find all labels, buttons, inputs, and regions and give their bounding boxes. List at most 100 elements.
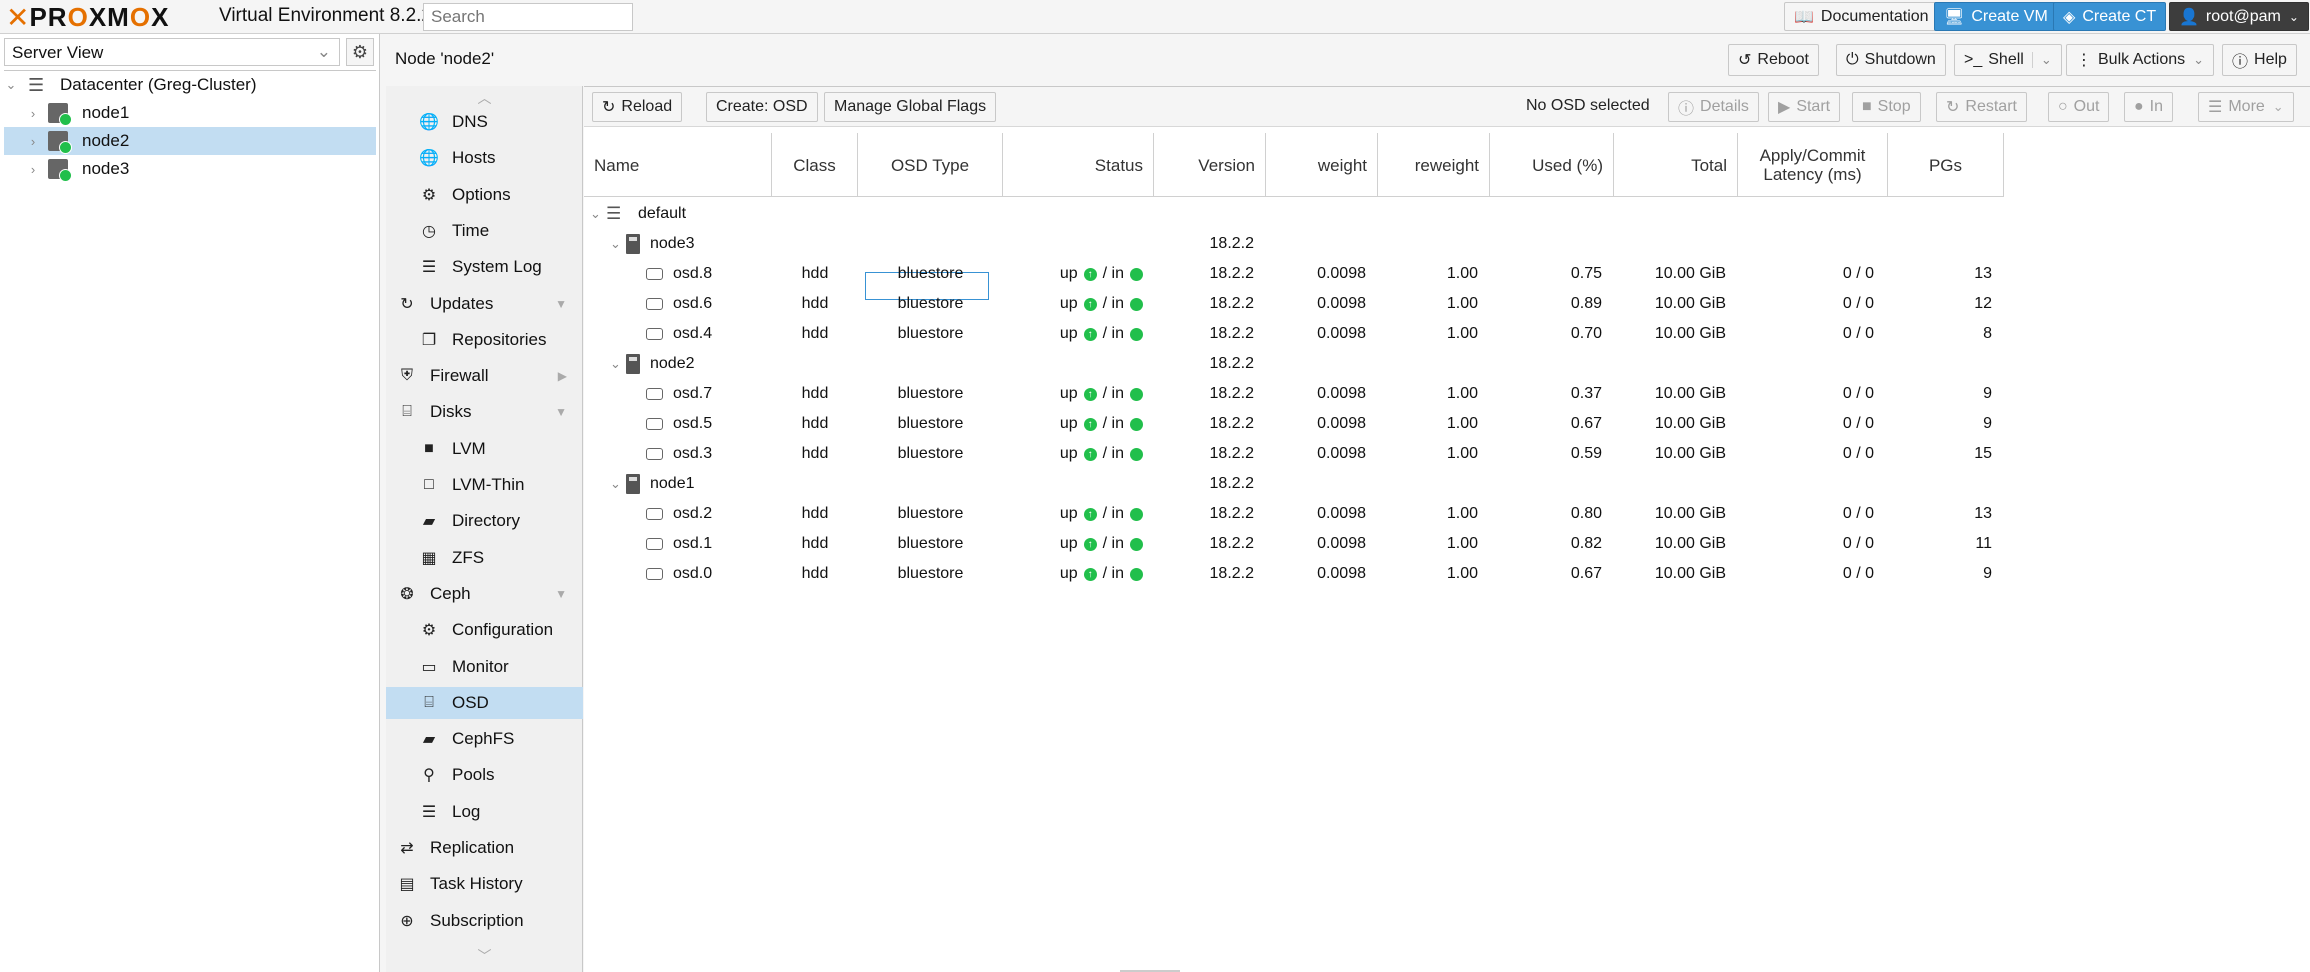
nav-item-monitor[interactable]: ▭ Monitor bbox=[386, 651, 583, 683]
osd-row[interactable]: osd.4 hdd bluestore up ↑ / in 18.2.2 0.0098 1.00… bbox=[584, 319, 2004, 349]
create-osd-button[interactable]: Create: OSD bbox=[706, 92, 818, 122]
out-button[interactable]: ○ Out bbox=[2048, 92, 2110, 122]
nav-item-system-log[interactable]: ☰ System Log bbox=[386, 251, 583, 283]
nav-item-options[interactable]: ⚙ Options bbox=[386, 179, 583, 211]
details-button[interactable]: ⓘ Details bbox=[1668, 92, 1759, 122]
collapse-icon[interactable]: ⌄ bbox=[610, 476, 621, 491]
server-icon bbox=[626, 354, 640, 374]
hdd-icon bbox=[646, 298, 663, 310]
nav-item-zfs[interactable]: ▦ ZFS bbox=[386, 542, 583, 574]
scrollbar[interactable] bbox=[1120, 970, 1180, 972]
tree-item-node[interactable]: › node3 bbox=[4, 155, 376, 183]
caret-right-icon[interactable]: ▶ bbox=[557, 369, 567, 384]
nav-item-ceph[interactable]: ❂ Ceph ▼ bbox=[386, 578, 583, 610]
column-header-weight[interactable]: weight bbox=[1266, 133, 1378, 197]
scroll-up-icon[interactable]: ︿ bbox=[477, 90, 492, 106]
stop-button[interactable]: ■ Stop bbox=[1852, 92, 1921, 122]
tree-item-node[interactable]: › node2 bbox=[4, 127, 376, 155]
reboot-button[interactable]: ↺ Reboot bbox=[1728, 44, 1819, 76]
collapse-icon[interactable]: ⌄ bbox=[610, 356, 621, 371]
start-button[interactable]: ▶ Start bbox=[1768, 92, 1841, 122]
nav-item-replication[interactable]: ⇄ Replication bbox=[386, 832, 583, 864]
column-header-class[interactable]: Class bbox=[772, 133, 858, 197]
scroll-down-icon[interactable]: ﹀ bbox=[477, 948, 492, 964]
tree-row-host[interactable]: ⌄ node3 18.2.2 bbox=[610, 234, 1254, 254]
view-selector[interactable]: Server View ⌄ bbox=[4, 38, 340, 66]
arrow-up-circle-icon: ↑ bbox=[1083, 297, 1097, 311]
shell-button[interactable]: >_ Shell ⌄ bbox=[1954, 44, 2062, 76]
nav-item-updates[interactable]: ↻ Updates ▼ bbox=[386, 288, 583, 320]
bulk-actions-button[interactable]: ⋮ Bulk Actions ⌄ bbox=[2066, 44, 2215, 76]
caret-down-icon[interactable]: ▼ bbox=[555, 586, 567, 601]
nav-item-hosts[interactable]: 🌐 Hosts bbox=[419, 148, 496, 168]
tree-row-host[interactable]: ⌄ node2 18.2.2 bbox=[610, 354, 1254, 374]
chevron-down-icon[interactable]: ⌄ bbox=[2031, 52, 2052, 68]
user-menu-button[interactable]: 👤 root@pam ⌄ bbox=[2169, 2, 2309, 31]
osd-row[interactable]: osd.7 hdd bluestore up ↑ / in 18.2.2 0.0098 1.00… bbox=[584, 379, 2004, 409]
column-header-pgs[interactable]: PGs bbox=[1888, 133, 2004, 197]
column-header-version[interactable]: Version bbox=[1154, 133, 1266, 197]
osd-row[interactable]: osd.2 hdd bluestore up ↑ / in 18.2.2 0.0098 1.00… bbox=[584, 499, 2004, 529]
nav-item-lvm-thin[interactable]: □ LVM-Thin bbox=[386, 469, 583, 501]
nav-item-pools[interactable]: ⚲ Pools bbox=[386, 759, 583, 791]
nav-item-subscription[interactable]: ⊕ Subscription bbox=[386, 905, 583, 937]
column-header-latency[interactable]: Apply/Commit Latency (ms) bbox=[1738, 133, 1888, 197]
inline-edit-field[interactable] bbox=[865, 272, 989, 300]
help-button[interactable]: ⓘ Help bbox=[2222, 44, 2297, 76]
in-button[interactable]: ● In bbox=[2124, 92, 2174, 122]
column-header-used[interactable]: Used (%) bbox=[1490, 133, 1614, 197]
column-header-osd-type[interactable]: OSD Type bbox=[858, 133, 1003, 197]
tree-item-datacenter[interactable]: ⌄ ☰ Datacenter (Greg-Cluster) bbox=[5, 74, 257, 95]
search-input[interactable] bbox=[423, 3, 633, 31]
collapse-icon[interactable]: ⌄ bbox=[610, 236, 621, 251]
nav-item-disks[interactable]: ⌸ Disks ▼ bbox=[386, 396, 583, 428]
expand-icon[interactable]: › bbox=[30, 161, 36, 177]
column-header-total[interactable]: Total bbox=[1614, 133, 1738, 197]
gear-icon[interactable]: ⚙ bbox=[346, 38, 374, 66]
reload-button[interactable]: ↻ Reload bbox=[592, 92, 683, 122]
expand-icon[interactable]: › bbox=[30, 133, 36, 149]
nav-item-dns[interactable]: 🌐 DNS bbox=[419, 112, 488, 131]
shutdown-button[interactable]: ⏻ Shutdown bbox=[1836, 44, 1946, 76]
restart-button[interactable]: ↻ Restart bbox=[1936, 92, 2027, 122]
nav-item-lvm[interactable]: ■ LVM bbox=[386, 433, 583, 465]
nav-item-osd[interactable]: ⌸ OSD bbox=[386, 686, 583, 719]
collapse-icon[interactable]: ⌄ bbox=[5, 77, 17, 92]
column-header-status[interactable]: Status bbox=[1003, 133, 1154, 197]
resource-tree: ⌄ ☰ Datacenter (Greg-Cluster) › node1 › nod… bbox=[4, 70, 376, 183]
nav-item-firewall[interactable]: ⛨ Firewall ▶ bbox=[386, 360, 583, 392]
column-header-name[interactable]: Name bbox=[584, 133, 772, 197]
manage-global-flags-button[interactable]: Manage Global Flags bbox=[824, 92, 997, 122]
caret-down-icon[interactable]: ▼ bbox=[555, 405, 567, 420]
osd-row[interactable]: osd.6 hdd bluestore up ↑ / in 18.2.2 0.0098 1.00… bbox=[584, 289, 2004, 319]
osd-row[interactable]: osd.5 hdd bluestore up ↑ / in 18.2.2 0.0098 1.00… bbox=[584, 409, 2004, 439]
osd-row[interactable]: osd.3 hdd bluestore up ↑ / in 18.2.2 0.0098 1.00… bbox=[584, 439, 2004, 469]
status-separator: / bbox=[1102, 265, 1112, 282]
create-ct-button[interactable]: ◈ Create CT bbox=[2053, 2, 2167, 31]
more-button[interactable]: ☰ More ⌄ bbox=[2198, 92, 2294, 122]
nav-item-time[interactable]: ◷ Time bbox=[386, 215, 583, 247]
tree-row-root[interactable]: ⌄ ☰ default bbox=[590, 204, 687, 223]
nav-item-cephfs[interactable]: ▰ CephFS bbox=[386, 723, 583, 755]
tree-row-host[interactable]: ⌄ node1 18.2.2 bbox=[610, 474, 1254, 494]
column-header-reweight[interactable]: reweight bbox=[1378, 133, 1490, 197]
circle-icon bbox=[1130, 327, 1143, 341]
status-cell: up ↑ / in bbox=[1003, 289, 1143, 319]
osd-row[interactable]: osd.0 hdd bluestore up ↑ / in 18.2.2 0.0098 1.00… bbox=[584, 559, 2004, 589]
nav-item-log[interactable]: ☰ Log bbox=[386, 796, 583, 828]
caret-down-icon[interactable]: ▼ bbox=[555, 296, 567, 311]
osd-row[interactable]: osd.1 hdd bluestore up ↑ / in 18.2.2 0.0098 1.00… bbox=[584, 529, 2004, 559]
nav-item-directory[interactable]: ▰ Directory bbox=[386, 505, 583, 537]
create-vm-button[interactable]: 🖥 Create VM bbox=[1934, 2, 2058, 31]
circle-icon: ● bbox=[2134, 98, 2144, 115]
logo-wordmark: PROXMOX bbox=[29, 1, 170, 32]
tree-item-node[interactable]: › node1 bbox=[4, 99, 376, 127]
nav-item-configuration[interactable]: ⚙ Configuration bbox=[386, 614, 583, 646]
osd-row[interactable]: osd.8 hdd bluestore up ↑ / in 18.2.2 0.0098 1.00… bbox=[584, 259, 2004, 289]
arrow-up-circle-icon: ↑ bbox=[1083, 447, 1097, 461]
collapse-icon[interactable]: ⌄ bbox=[590, 206, 601, 221]
nav-item-task-history[interactable]: ▤ Task History bbox=[386, 868, 583, 900]
documentation-button[interactable]: 📖 Documentation bbox=[1784, 2, 1939, 31]
expand-icon[interactable]: › bbox=[30, 105, 36, 121]
nav-item-repositories[interactable]: ❐ Repositories bbox=[386, 324, 583, 356]
